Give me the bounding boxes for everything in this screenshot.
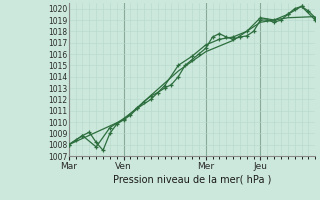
X-axis label: Pression niveau de la mer( hPa ): Pression niveau de la mer( hPa ) xyxy=(113,175,271,185)
